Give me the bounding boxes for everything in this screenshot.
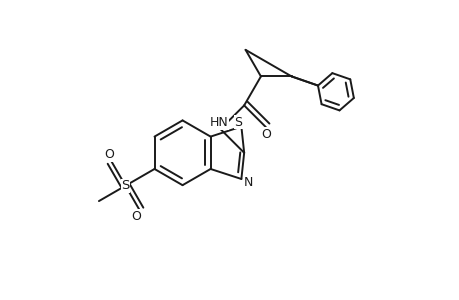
Text: O: O xyxy=(104,148,113,161)
Text: HN: HN xyxy=(210,116,228,129)
Text: N: N xyxy=(243,176,252,189)
Text: S: S xyxy=(234,116,242,129)
Text: O: O xyxy=(260,128,270,141)
Text: S: S xyxy=(121,179,129,192)
Text: O: O xyxy=(131,210,141,223)
